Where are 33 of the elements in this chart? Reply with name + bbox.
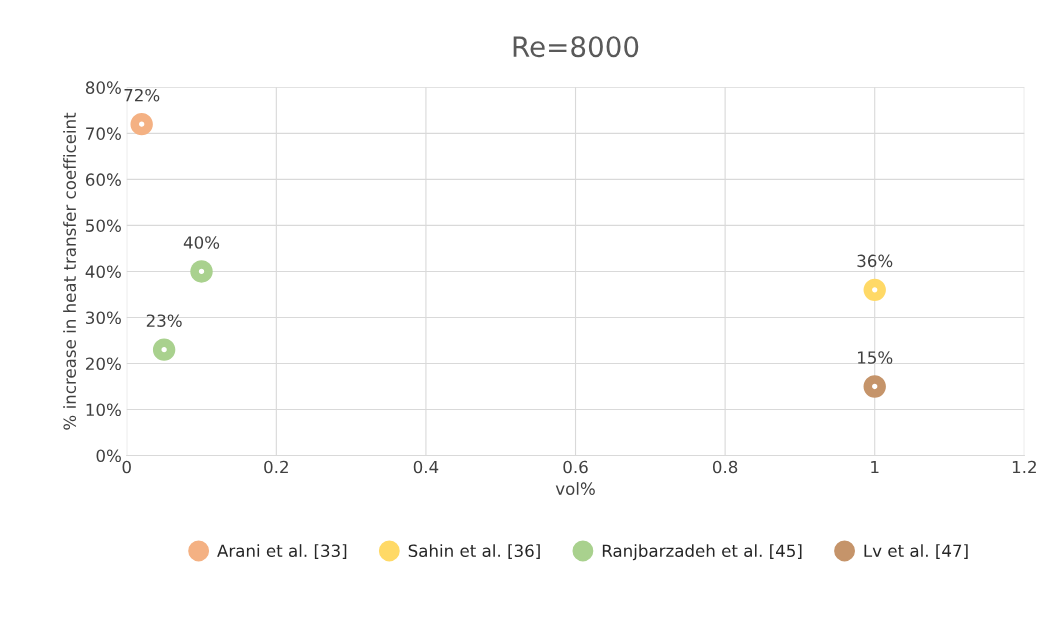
x-tick-label: 0 bbox=[122, 460, 131, 474]
x-axis-title: vol% bbox=[555, 482, 595, 495]
x-tick-label: 1.2 bbox=[1012, 460, 1036, 474]
y-tick-label: 40% bbox=[85, 265, 121, 279]
legend-label: Lv et al. [47] bbox=[864, 544, 968, 560]
legend-label: Ranjbarzadeh et al. [45] bbox=[602, 544, 802, 561]
legend-label: Sahin et al. [36] bbox=[408, 544, 540, 560]
data-label: 40% bbox=[183, 236, 220, 249]
point bbox=[130, 112, 153, 136]
y-axis-title: % increase in heat transfer coefficeint bbox=[63, 112, 77, 430]
data-label: 36% bbox=[857, 254, 893, 268]
data-label: 72% bbox=[124, 88, 160, 102]
point bbox=[863, 375, 886, 398]
legend-label: Arani et al. [33] bbox=[217, 544, 347, 560]
y-tick-label: 0% bbox=[96, 449, 121, 463]
y-tick-label: 30% bbox=[86, 311, 121, 325]
x-tick-label: 1 bbox=[871, 460, 879, 474]
point bbox=[190, 260, 213, 283]
y-tick-label: 20% bbox=[86, 357, 121, 371]
y-tick-label: 10% bbox=[86, 403, 121, 417]
point bbox=[152, 338, 176, 361]
data-label: 23% bbox=[146, 314, 182, 327]
x-tick-label: 0.6 bbox=[563, 460, 588, 474]
x-tick-label: 0.4 bbox=[413, 460, 439, 474]
y-tick-label: 50% bbox=[86, 219, 121, 232]
chart-title: Re=8000 bbox=[513, 36, 639, 58]
point bbox=[863, 278, 886, 302]
x-tick-label: 0.8 bbox=[712, 460, 738, 474]
y-tick-label: 60% bbox=[85, 173, 121, 186]
y-tick-label: 80% bbox=[85, 81, 121, 94]
x-tick-label: 0.2 bbox=[264, 460, 288, 474]
data-label: 15% bbox=[858, 351, 893, 364]
y-tick-label: 70% bbox=[86, 127, 121, 140]
